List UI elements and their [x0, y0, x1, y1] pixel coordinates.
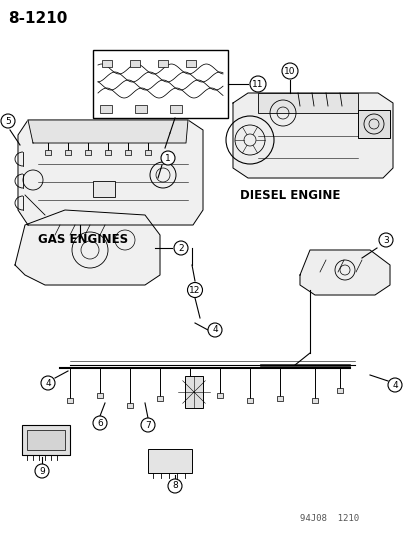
Text: 10: 10	[284, 67, 295, 76]
Circle shape	[141, 418, 154, 432]
Circle shape	[93, 416, 107, 430]
Polygon shape	[299, 250, 389, 295]
Polygon shape	[233, 93, 392, 178]
Bar	[130, 60, 140, 67]
Bar	[147, 449, 192, 473]
Circle shape	[41, 376, 55, 390]
Bar	[85, 150, 91, 155]
Bar	[185, 376, 202, 408]
Bar	[125, 150, 131, 155]
Bar	[357, 110, 389, 138]
Text: 11: 11	[252, 79, 263, 88]
Bar	[102, 60, 112, 67]
Bar	[22, 425, 70, 455]
Circle shape	[387, 378, 401, 392]
Text: DIESEL ENGINE: DIESEL ENGINE	[240, 189, 339, 202]
Polygon shape	[15, 210, 159, 285]
Polygon shape	[18, 120, 202, 225]
Text: 12: 12	[189, 286, 200, 295]
Bar	[216, 393, 223, 398]
Bar	[135, 105, 147, 113]
Bar	[127, 403, 133, 408]
Text: 9: 9	[39, 466, 45, 475]
Text: 4: 4	[212, 326, 217, 335]
Text: GAS ENGINES: GAS ENGINES	[38, 233, 128, 246]
Bar	[27, 430, 65, 450]
Bar	[185, 60, 195, 67]
Bar	[105, 150, 111, 155]
Bar	[247, 398, 252, 403]
Bar	[67, 398, 73, 403]
Circle shape	[187, 282, 202, 297]
Text: 7: 7	[145, 421, 150, 430]
Bar	[157, 396, 163, 401]
Text: 94J08  1210: 94J08 1210	[299, 514, 358, 523]
Bar	[276, 396, 282, 401]
Text: 6: 6	[97, 418, 102, 427]
Circle shape	[168, 479, 182, 493]
Bar	[170, 105, 182, 113]
Text: 4: 4	[45, 378, 51, 387]
Text: 8: 8	[172, 481, 178, 490]
Text: 8-1210: 8-1210	[8, 11, 67, 26]
Bar	[257, 93, 357, 113]
Bar	[45, 150, 51, 155]
Bar	[93, 181, 115, 197]
Circle shape	[35, 464, 49, 478]
Circle shape	[207, 323, 221, 337]
Bar	[145, 150, 151, 155]
Circle shape	[1, 114, 15, 128]
Bar	[336, 388, 342, 393]
Circle shape	[281, 63, 297, 79]
Circle shape	[249, 76, 266, 92]
Text: 4: 4	[391, 381, 397, 390]
Bar	[93, 50, 228, 118]
Text: 2: 2	[178, 244, 183, 253]
Text: 3: 3	[382, 236, 388, 245]
Bar	[65, 150, 71, 155]
Circle shape	[378, 233, 392, 247]
Bar	[97, 393, 103, 398]
Text: 5: 5	[5, 117, 11, 125]
Bar	[187, 400, 192, 405]
Text: 1: 1	[165, 154, 171, 163]
Bar	[311, 398, 317, 403]
Circle shape	[173, 241, 188, 255]
Circle shape	[161, 151, 175, 165]
Bar	[100, 105, 112, 113]
Polygon shape	[28, 120, 188, 143]
Bar	[158, 60, 168, 67]
